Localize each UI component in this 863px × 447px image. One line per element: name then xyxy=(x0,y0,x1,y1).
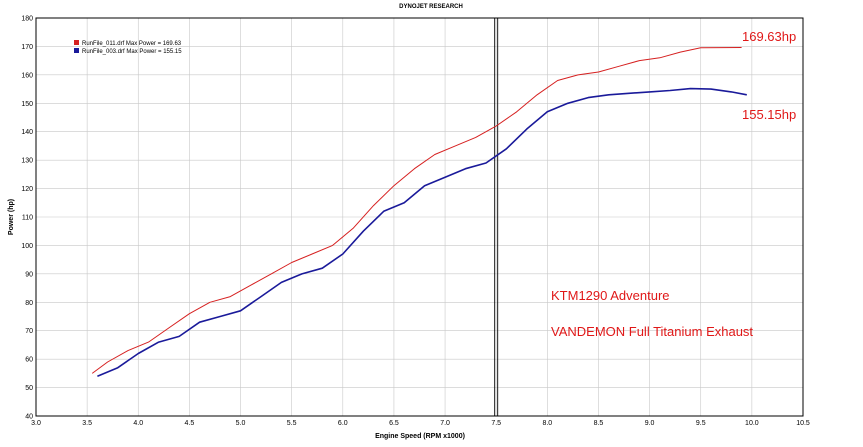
x-tick-label: 3.0 xyxy=(31,420,41,427)
legend-swatch-series-2 xyxy=(74,48,79,53)
legend-entry-series-2: RunFile_003.drf Max Power = 155.15 xyxy=(82,49,182,55)
legend-swatch-series-1 xyxy=(74,40,79,45)
y-tick-label: 80 xyxy=(25,300,33,307)
series-line-2 xyxy=(97,87,747,377)
x-tick-label: 6.0 xyxy=(338,420,348,427)
chart-header-title: DYNOJET RESEARCH xyxy=(399,4,463,10)
series-lines xyxy=(91,47,747,377)
x-tick-label: 8.0 xyxy=(542,420,552,427)
y-tick-label: 170 xyxy=(21,44,33,51)
y-tick-label: 90 xyxy=(25,271,33,278)
y-tick-label: 140 xyxy=(21,129,33,136)
x-tick-labels: 3.0 3.5 4.0 4.5 5.0 5.5 6.0 6.5 7.0 7.5 8.0 8.5 9.0 9… xyxy=(31,420,810,427)
y-axis-label: Power (hp) xyxy=(8,199,15,235)
x-tick-label: 10.0 xyxy=(745,420,759,427)
legend: RunFile_011.drf Max Power = 169.63 RunFi… xyxy=(74,40,182,55)
legend-entry-series-1: RunFile_011.drf Max Power = 169.63 xyxy=(82,41,182,47)
y-tick-label: 100 xyxy=(21,243,33,250)
x-tick-label: 5.0 xyxy=(236,420,246,427)
annotation-max-power-1: 169.63hp xyxy=(742,29,796,44)
vertical-marker xyxy=(494,18,499,416)
y-tick-labels: 40 50 60 70 80 90 100 110 120 130 140 150 160 170 180 xyxy=(21,16,33,421)
y-tick-label: 60 xyxy=(25,357,33,364)
y-tick-label: 180 xyxy=(21,16,33,23)
x-tick-label: 6.5 xyxy=(389,420,399,427)
series-line-1 xyxy=(91,47,742,374)
x-tick-label: 7.0 xyxy=(440,420,450,427)
y-tick-label: 50 xyxy=(25,385,33,392)
x-tick-label: 4.5 xyxy=(185,420,195,427)
x-tick-label: 4.0 xyxy=(133,420,143,427)
x-tick-label: 8.5 xyxy=(594,420,604,427)
x-tick-label: 7.5 xyxy=(491,420,501,427)
y-tick-label: 70 xyxy=(25,328,33,335)
y-tick-label: 40 xyxy=(25,414,33,421)
y-tick-label: 130 xyxy=(21,158,33,165)
x-tick-label: 3.5 xyxy=(82,420,92,427)
x-axis-label: Engine Speed (RPM x1000) xyxy=(375,433,465,440)
annotation-model: KTM1290 Adventure xyxy=(551,288,670,303)
y-tick-label: 120 xyxy=(21,186,33,193)
x-tick-label: 5.5 xyxy=(287,420,297,427)
annotation-exhaust: VANDEMON Full Titanium Exhaust xyxy=(551,324,753,339)
y-tick-label: 110 xyxy=(22,215,33,222)
annotation-max-power-2: 155.15hp xyxy=(742,107,796,122)
x-tick-label: 9.5 xyxy=(696,420,706,427)
y-tick-label: 150 xyxy=(21,101,33,108)
x-tick-label: 9.0 xyxy=(645,420,655,427)
y-tick-label: 160 xyxy=(21,72,33,79)
plot-frame xyxy=(35,17,804,417)
x-tick-label: 10.5 xyxy=(796,420,810,427)
